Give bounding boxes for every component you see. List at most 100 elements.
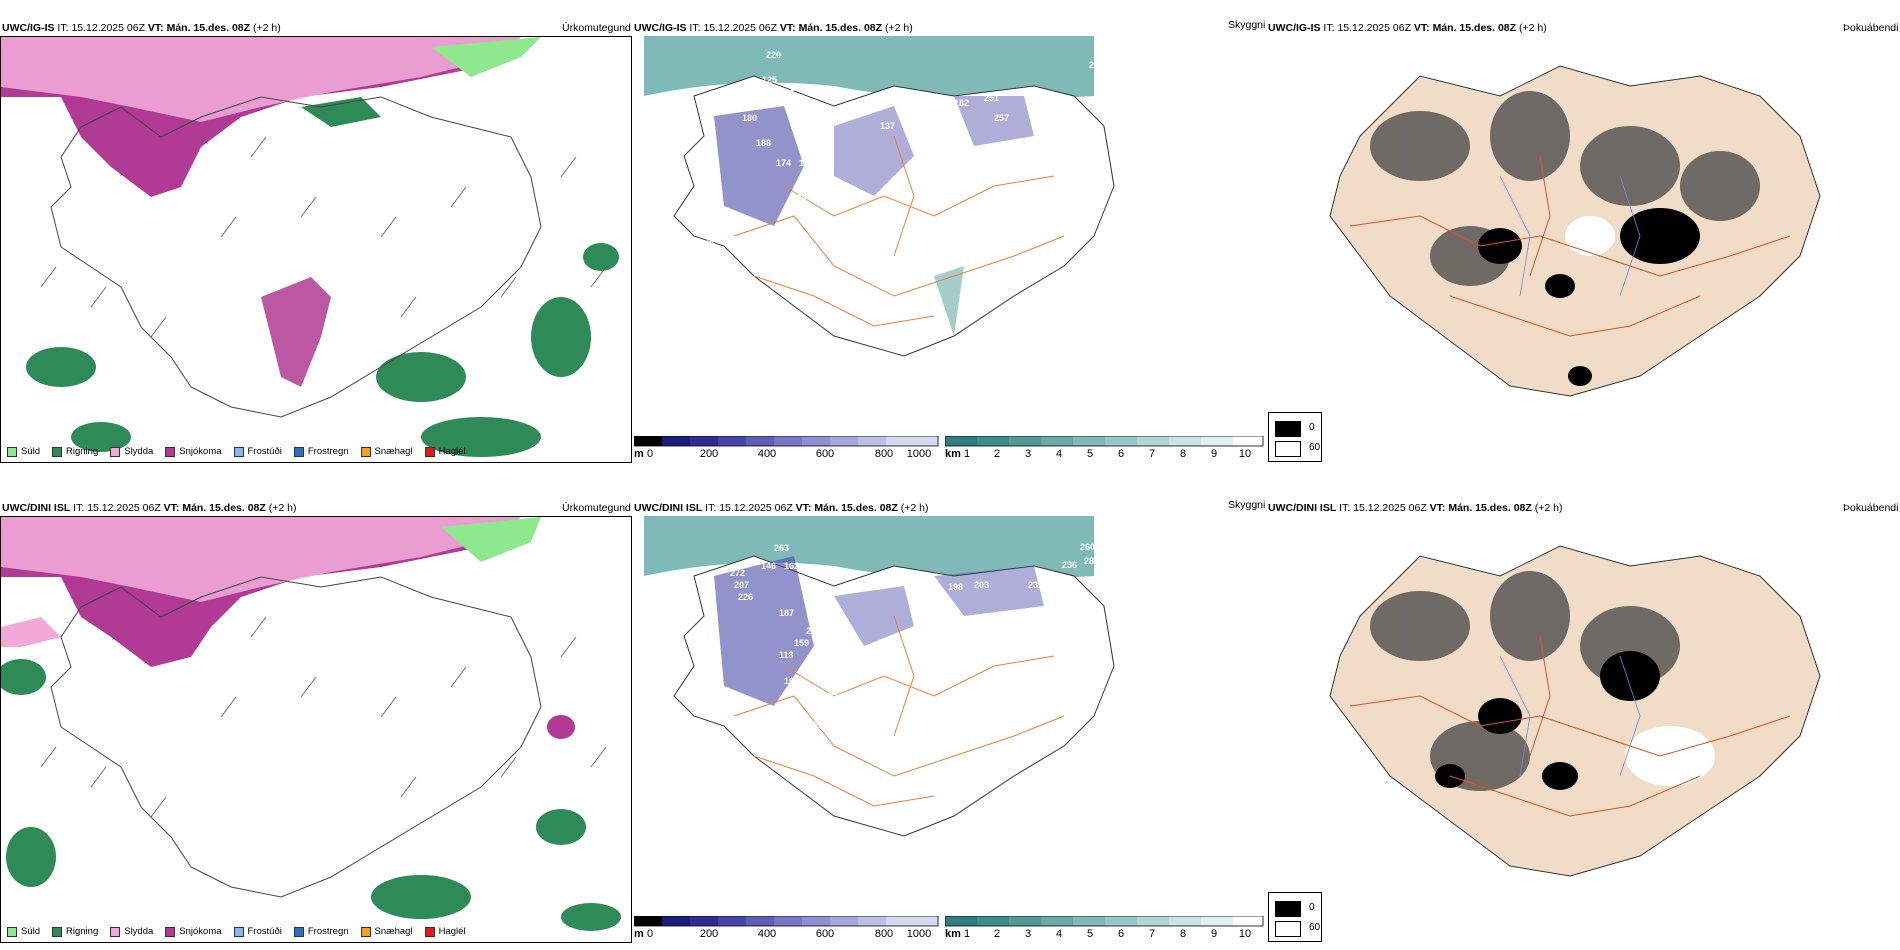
legend-sudd: Súld — [7, 446, 40, 457]
legend-snjokoma: Snjókoma — [165, 446, 222, 457]
station-label: 88 — [934, 858, 944, 868]
station-label: 180 — [742, 113, 757, 123]
row1-fog-map[interactable] — [1300, 36, 1860, 426]
station-label: 192 — [930, 101, 945, 111]
legend-snjokoma: Snjókoma — [165, 926, 222, 937]
row2-visibility-colorbar — [945, 916, 1264, 927]
row1-precip-header: UWC/IG-IS IT: 15.12.2025 06Z VT: Mán. 15… — [2, 22, 281, 34]
row2-depth-colorbar — [634, 916, 939, 927]
station-label: 108 — [720, 715, 735, 725]
station-label: 147 — [789, 83, 804, 93]
station-label: 97 — [880, 748, 890, 758]
station-label: 113 — [964, 216, 979, 226]
legend-rigning: Rigning — [52, 446, 98, 457]
station-label: 189 — [739, 98, 754, 108]
legend-frostudi: Frostúði — [233, 446, 282, 457]
legend-haglel: Haglél — [424, 446, 466, 457]
row1-cloud-map[interactable]: 220 125 147 629 189 180 316 175 188 137 … — [634, 36, 1254, 436]
legend-snaehagl: Snæhagl — [360, 446, 413, 457]
station-label: 159 — [794, 638, 809, 648]
station-label: 251 — [984, 93, 999, 103]
station-label: 137 — [880, 121, 895, 131]
station-label: 224 — [924, 578, 939, 588]
station-label: 185 — [806, 720, 821, 730]
station-label: 220 — [766, 50, 781, 60]
row2-cloud-legend: 0 60 — [1268, 892, 1322, 942]
row2-precip-map[interactable]: Súld Rigning Slydda Snjókoma Frostúði Fr… — [0, 516, 632, 943]
station-label: 47 — [780, 240, 790, 250]
station-label: 92 — [828, 691, 838, 701]
station-label: 263 — [774, 543, 789, 553]
station-label: 142 — [1029, 93, 1044, 103]
row2-precip-legend: Súld Rigning Slydda Snjókoma Frostúði Fr… — [7, 926, 466, 937]
row2-precip-svg — [1, 517, 621, 931]
station-label: 231 — [1028, 580, 1043, 590]
station-label: 260 — [1080, 542, 1095, 552]
station-label: 203 — [974, 580, 989, 590]
station-label: 188 — [756, 138, 771, 148]
row2-precip-title: Úrkomutegund — [562, 502, 631, 514]
row1-cloud-header: UWC/IG-IS IT: 15.12.2025 06Z VT: Mán. 15… — [634, 22, 913, 34]
legend-rigning: Rigning — [52, 926, 98, 937]
station-label: 198 — [948, 582, 963, 592]
station-label: 182 — [954, 98, 969, 108]
station-label: 272 — [730, 568, 745, 578]
station-label: 158 — [784, 221, 799, 231]
station-label: 118 — [779, 650, 794, 660]
row2-visibility-unit: km — [945, 928, 961, 940]
station-label: 629 — [722, 93, 737, 103]
station-label: 48 — [730, 235, 740, 245]
station-label: 316 — [794, 116, 809, 126]
legend-slydda: Slydda — [110, 446, 153, 457]
row1-precip-title: Úrkomutegund — [562, 22, 631, 34]
station-label: 94 — [820, 704, 830, 714]
row1-precip-legend: Súld Rigning Slydda Snjókoma Frostúði Fr… — [7, 446, 466, 457]
station-label: 147 — [986, 688, 1001, 698]
legend-haglel: Haglél — [424, 926, 466, 937]
legend-snaehagl: Snæhagl — [360, 926, 413, 937]
legend-slydda: Slydda — [110, 926, 153, 937]
row1-visibility-colorbar — [945, 436, 1264, 447]
station-label: 330 — [800, 323, 815, 333]
row2-fog-header: UWC/DINI ISL IT: 15.12.2025 06Z VT: Mán.… — [1268, 502, 1563, 514]
station-label: 190 — [804, 588, 819, 598]
station-label: 236 — [1062, 560, 1077, 570]
legend-frostudi: Frostúði — [233, 926, 282, 937]
station-label: 207 — [734, 580, 749, 590]
legend-sudd: Súld — [7, 926, 40, 937]
row1-precip-map[interactable]: Súld Rigning Slydda Snjókoma Frostúði Fr… — [0, 36, 632, 463]
station-label: 59 — [704, 239, 714, 249]
station-label: 108 — [1014, 270, 1029, 280]
row1-cloud-title: Skyggni — [1228, 19, 1266, 31]
row2-cloud-header: UWC/DINI ISL IT: 15.12.2025 06Z VT: Mán.… — [634, 502, 929, 514]
row2-cloud-map[interactable]: 263 146 162 272 207 226 190 187 257 159 … — [634, 516, 1254, 916]
station-label: 107 — [934, 388, 949, 398]
legend-frostregn: Frostregn — [293, 926, 349, 937]
row1-fog-header: UWC/IG-IS IT: 15.12.2025 06Z VT: Mán. 15… — [1268, 22, 1547, 34]
row2-fog-map[interactable] — [1300, 516, 1860, 906]
station-label: 257 — [806, 626, 821, 636]
row1-depth-unit: m — [634, 448, 644, 460]
station-label: 226 — [738, 592, 753, 602]
station-label: 34 — [796, 193, 806, 203]
station-label: 94 — [760, 228, 770, 238]
station-label: 175 — [817, 116, 832, 126]
station-label: 107 — [784, 676, 799, 686]
row1-cloud-legend: 0 60 — [1268, 412, 1322, 462]
row2-fog-title: Þokuábendi — [1843, 502, 1899, 514]
station-label: 187 — [779, 608, 794, 618]
station-label: 282 — [1084, 556, 1099, 566]
row1-depth-colorbar — [634, 436, 939, 447]
station-label: 125 — [762, 75, 777, 85]
station-label: 257 — [994, 113, 1009, 123]
row2-precip-header: UWC/DINI ISL IT: 15.12.2025 06Z VT: Mán.… — [2, 502, 297, 514]
row2-cloud-title: Skyggni — [1228, 499, 1266, 511]
station-label: 22 — [1089, 60, 1099, 70]
station-label: 162 — [784, 561, 799, 571]
station-label: 174 — [776, 158, 791, 168]
station-label: 171 — [799, 158, 814, 168]
legend-frostregn: Frostregn — [293, 446, 349, 457]
station-label: 146 — [761, 561, 776, 571]
row1-visibility-unit: km — [945, 448, 961, 460]
row1-precip-svg — [1, 37, 619, 457]
